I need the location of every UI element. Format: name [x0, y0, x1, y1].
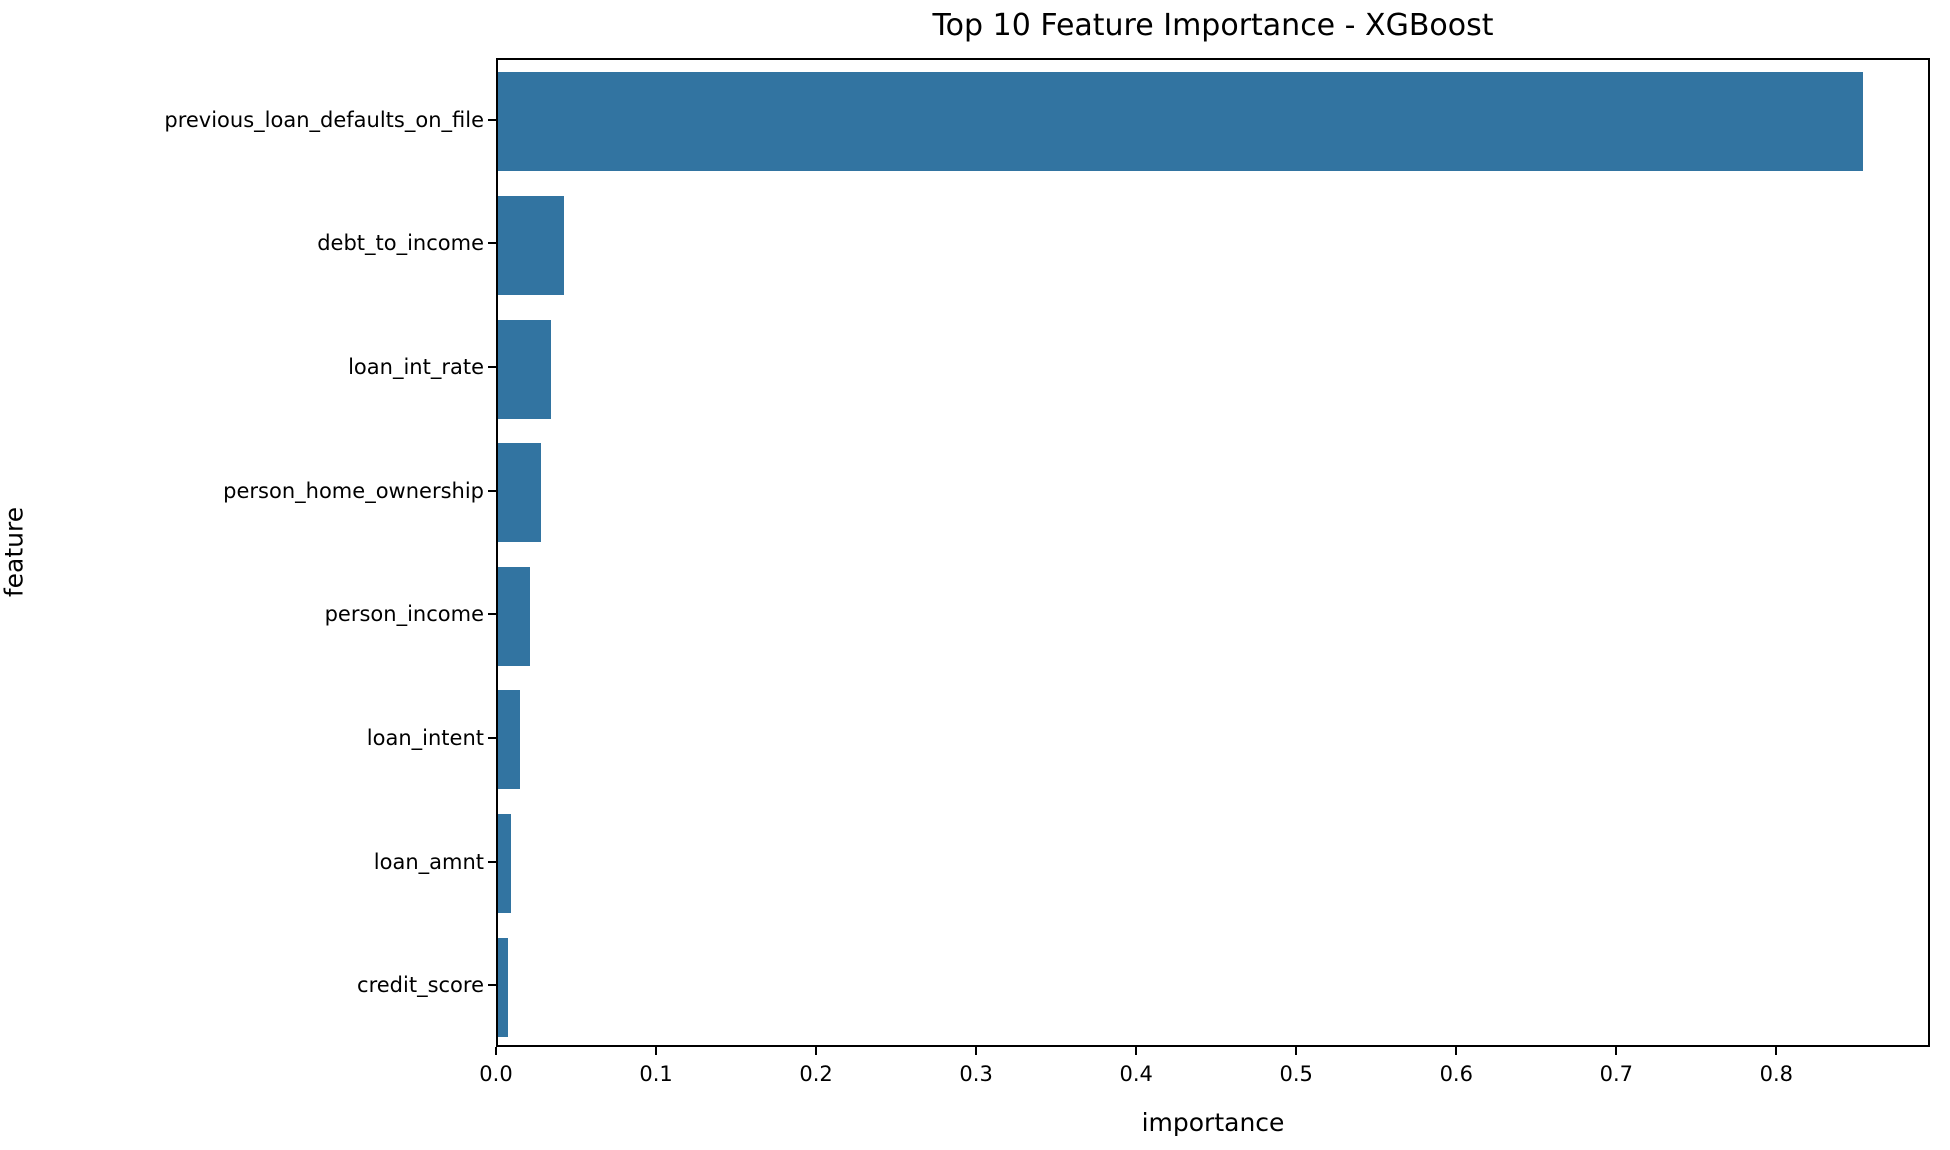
- y-tick-mark: [488, 366, 496, 369]
- y-tick-label: person_income: [324, 602, 484, 627]
- y-tick-mark: [488, 860, 496, 863]
- bar-person_home_ownership: [498, 443, 542, 543]
- bar-loan_amnt: [498, 814, 511, 914]
- x-tick-label: 0.3: [959, 1062, 993, 1086]
- x-tick-label: 0.0: [479, 1062, 513, 1086]
- bar-previous_loan_defaults_on_file: [498, 72, 1864, 172]
- x-axis-label: importance: [1141, 1108, 1285, 1137]
- y-tick-label: previous_loan_defaults_on_file: [164, 107, 484, 132]
- x-tick-mark: [1775, 1047, 1778, 1055]
- y-tick-label: credit_score: [357, 973, 484, 998]
- y-tick-label: loan_int_rate: [348, 355, 484, 380]
- x-tick-mark: [975, 1047, 978, 1055]
- y-tick-mark: [488, 242, 496, 245]
- bar-debt_to_income: [498, 195, 564, 295]
- y-tick-mark: [488, 613, 496, 616]
- bar-loan_int_rate: [498, 319, 551, 419]
- y-tick-mark: [488, 118, 496, 121]
- y-tick-label: loan_intent: [366, 725, 484, 750]
- x-tick-label: 0.5: [1279, 1062, 1313, 1086]
- x-tick-label: 0.8: [1759, 1062, 1794, 1086]
- x-tick-mark: [1295, 1047, 1298, 1055]
- chart-title: Top 10 Feature Importance - XGBoost: [932, 8, 1494, 43]
- bar-credit_score: [498, 937, 508, 1037]
- y-tick-mark: [488, 984, 496, 987]
- bar-person_income: [498, 566, 530, 666]
- y-tick-mark: [488, 736, 496, 739]
- y-tick-label: person_home_ownership: [223, 478, 484, 503]
- bar-loan_intent: [498, 690, 521, 790]
- x-tick-label: 0.6: [1439, 1062, 1473, 1086]
- x-tick-mark: [655, 1047, 658, 1055]
- x-tick-mark: [1455, 1047, 1458, 1055]
- y-tick-mark: [488, 489, 496, 492]
- x-tick-mark: [1615, 1047, 1618, 1055]
- x-tick-label: 0.7: [1599, 1062, 1634, 1086]
- y-tick-label: debt_to_income: [317, 231, 484, 256]
- x-tick-mark: [815, 1047, 818, 1055]
- y-axis-label: feature: [0, 506, 29, 598]
- plot-area: [496, 58, 1930, 1047]
- y-tick-label: loan_amnt: [373, 849, 484, 874]
- x-tick-label: 0.2: [799, 1062, 833, 1086]
- x-tick-mark: [495, 1047, 497, 1055]
- x-tick-label: 0.1: [639, 1062, 673, 1086]
- x-tick-mark: [1135, 1047, 1138, 1055]
- x-tick-label: 0.4: [1119, 1062, 1153, 1086]
